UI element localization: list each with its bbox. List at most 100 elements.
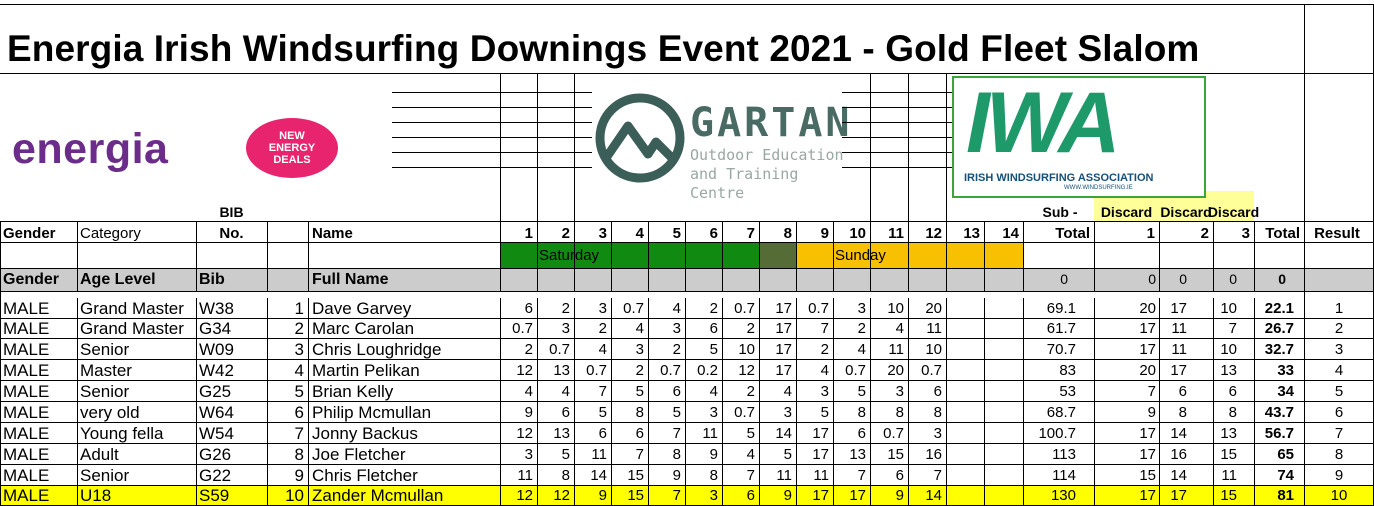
column-border <box>759 221 760 291</box>
row-gender: MALE <box>3 466 50 485</box>
race-score: 17 <box>849 487 866 504</box>
column-border <box>908 221 909 291</box>
row-number: 3 <box>294 340 304 359</box>
saturday-band <box>500 243 759 268</box>
race-score: 2 <box>672 341 681 358</box>
logo-area-line <box>392 122 592 123</box>
race-score: 2 <box>709 300 718 317</box>
column-border <box>796 298 797 506</box>
summary-row-bottom-border <box>0 291 1374 292</box>
row-number: 5 <box>294 382 304 401</box>
column-border <box>833 221 834 291</box>
race-header-12: 12 <box>925 225 942 242</box>
row-total: 22.1 <box>1264 300 1294 317</box>
row-discard-1: 7 <box>1147 383 1156 400</box>
race-header-3: 3 <box>598 225 607 242</box>
header-bottom-border <box>0 242 1374 243</box>
race-score: 2 <box>820 341 829 358</box>
logo-area-line <box>842 122 952 123</box>
row-number: 10 <box>285 486 304 505</box>
column-border <box>1213 298 1214 506</box>
race-score: 13 <box>849 446 866 463</box>
row-discard-3: 8 <box>1228 404 1237 421</box>
row-name: Joe Fletcher <box>312 445 406 464</box>
sheet-top-border <box>0 4 1374 5</box>
race-header-6: 6 <box>709 225 718 242</box>
column-border <box>1304 298 1305 506</box>
race-score: 13 <box>553 425 570 442</box>
row-discard-2: 6 <box>1178 383 1187 400</box>
summary-bib: Bib <box>199 271 225 288</box>
column-border <box>870 298 871 506</box>
bib-header-top: BIB <box>219 204 244 220</box>
column-border <box>1304 221 1305 291</box>
race-score: 17 <box>775 341 792 358</box>
race-score: 3 <box>933 425 942 442</box>
row-category: U18 <box>80 486 112 505</box>
row-gender: MALE <box>3 382 50 401</box>
column-border <box>722 221 723 291</box>
column-border <box>267 298 268 506</box>
row-category: very old <box>80 403 140 422</box>
race-score: 4 <box>746 446 755 463</box>
race-score: 8 <box>561 467 570 484</box>
race-score: 4 <box>561 383 570 400</box>
race-score: 20 <box>887 362 904 379</box>
page-title: Energia Irish Windsurfing Downings Event… <box>7 28 1200 69</box>
race-score: 2 <box>598 320 607 337</box>
column-border <box>308 298 309 506</box>
logo-area-divider <box>1304 73 1305 221</box>
race-score: 5 <box>783 446 792 463</box>
row-subtotal: 61.7 <box>1046 320 1076 337</box>
race-score: 2 <box>746 320 755 337</box>
column-border <box>1159 298 1160 506</box>
iwa-logo: IWA IRISH WINDSURFING ASSOCIATION WWW.WI… <box>952 76 1206 198</box>
row-gender: MALE <box>3 361 50 380</box>
row-subtotal: 70.7 <box>1046 341 1076 358</box>
race-score: 5 <box>672 404 681 421</box>
gender-header: Gender <box>3 225 56 242</box>
race-score: 17 <box>775 300 792 317</box>
race-score: 14 <box>925 487 942 504</box>
row-category: Grand Master <box>80 299 184 318</box>
summary-discard-3: 0 <box>1229 271 1237 287</box>
column-border <box>308 221 309 291</box>
row-bib: W42 <box>199 361 234 380</box>
row-subtotal: 100.7 <box>1038 425 1076 442</box>
discard-num-header-1: 1 <box>1146 225 1155 242</box>
race-score: 10 <box>738 341 755 358</box>
race-score: 12 <box>516 425 533 442</box>
discard-header-2: Discard <box>1160 205 1212 219</box>
race-score: 8 <box>933 404 942 421</box>
race-score: 0.7 <box>921 362 942 379</box>
row-discard-2: 17 <box>1170 487 1187 504</box>
race-score: 4 <box>857 341 866 358</box>
row-discard-3: 10 <box>1220 341 1237 358</box>
race-score: 4 <box>598 341 607 358</box>
row-name: Philip Mcmullan <box>312 403 432 422</box>
new-energy-deals-badge: NEW ENERGY DEALS <box>246 118 338 178</box>
row-subtotal: 113 <box>1052 446 1076 463</box>
row-total: 33 <box>1277 362 1294 379</box>
race-score: 8 <box>635 404 644 421</box>
race-header-13: 13 <box>963 225 980 242</box>
race-score: 4 <box>820 362 829 379</box>
gartan-subtitle: Outdoor Education and Training Centre <box>690 146 844 202</box>
column-border <box>196 221 197 291</box>
race-score: 3 <box>561 320 570 337</box>
title-bottom-border <box>0 73 1374 74</box>
column-border <box>648 298 649 506</box>
column-border <box>1023 221 1024 291</box>
race-score: 7 <box>672 487 681 504</box>
column-border <box>0 221 1 291</box>
row-total: 65 <box>1277 446 1294 463</box>
row-bib: W54 <box>199 424 234 443</box>
race-score: 0.7 <box>734 404 755 421</box>
row-border <box>0 318 1374 319</box>
race-score: 0.7 <box>623 300 644 317</box>
column-border <box>611 221 612 291</box>
column-border <box>1254 221 1255 291</box>
saturday-label: Saturday <box>539 247 600 264</box>
row-discard-2: 17 <box>1170 362 1187 379</box>
row-discard-3: 7 <box>1228 320 1237 337</box>
